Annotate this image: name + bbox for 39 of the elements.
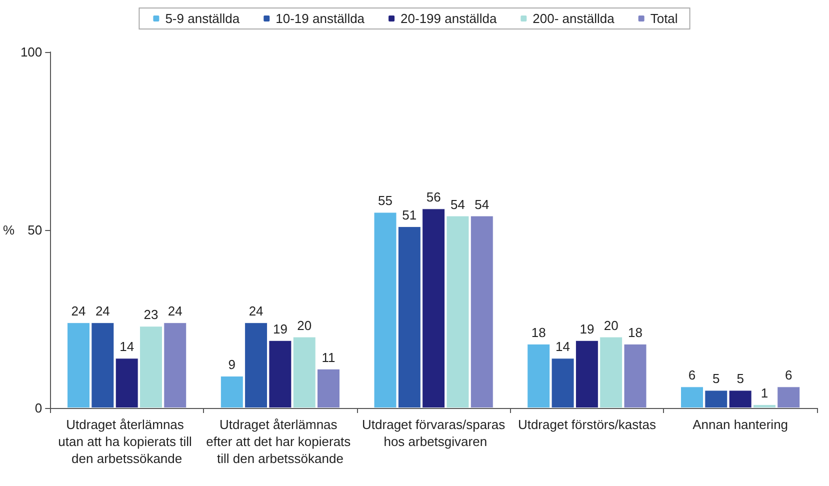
y-tick-label: 100	[20, 44, 42, 60]
data-label: 11	[322, 350, 336, 365]
data-label: 55	[378, 193, 392, 208]
data-label: 20	[297, 318, 312, 333]
x-tick-label: Utdraget förvaras/sparas hos arbetsgivaren	[362, 417, 506, 449]
legend-label: 200- anställda	[532, 11, 616, 26]
data-label: 24	[71, 304, 86, 319]
x-tick-label: Annan hantering	[692, 417, 788, 432]
data-label: 6	[688, 368, 696, 383]
x-tick-label: Utdraget återlämnas utan att ha kopierats till den arbetssökande	[58, 417, 196, 466]
legend-label: 5-9 anställda	[165, 11, 240, 26]
y-tick-label: 50	[28, 222, 42, 238]
data-label: 6	[785, 368, 792, 383]
data-label: 5	[712, 371, 720, 386]
data-label: 5	[736, 371, 744, 386]
data-label: 18	[531, 324, 546, 340]
legend-label: 10-19 anställda	[276, 11, 366, 26]
data-label: 9	[228, 356, 236, 372]
data-label: 19	[580, 321, 594, 336]
data-label: 51	[402, 207, 417, 222]
data-label: 23	[144, 307, 158, 322]
data-label: 14	[120, 339, 134, 354]
data-label: 24	[248, 304, 264, 319]
data-label: 20	[604, 318, 618, 333]
data-label: 24	[168, 304, 182, 319]
data-label: 19	[272, 321, 288, 336]
data-label: 24	[95, 304, 110, 319]
data-label: 1	[760, 385, 768, 400]
legend-label: 20-199 anställda	[400, 11, 498, 26]
x-tick-label: Utdraget återlämnas efter att det har kopierats till den arbetssökande	[206, 417, 354, 466]
data-label: 56	[426, 190, 441, 205]
data-label: 54	[450, 196, 465, 212]
data-label: 14	[556, 339, 570, 354]
x-tick-label: Utdraget förstörs/kastas	[518, 417, 656, 432]
y-tick-label: 0	[34, 400, 42, 416]
data-label: 18	[628, 324, 642, 340]
legend-label: Total	[650, 11, 678, 26]
data-label: 54	[474, 196, 490, 212]
y-axis-title: %	[2, 222, 15, 238]
